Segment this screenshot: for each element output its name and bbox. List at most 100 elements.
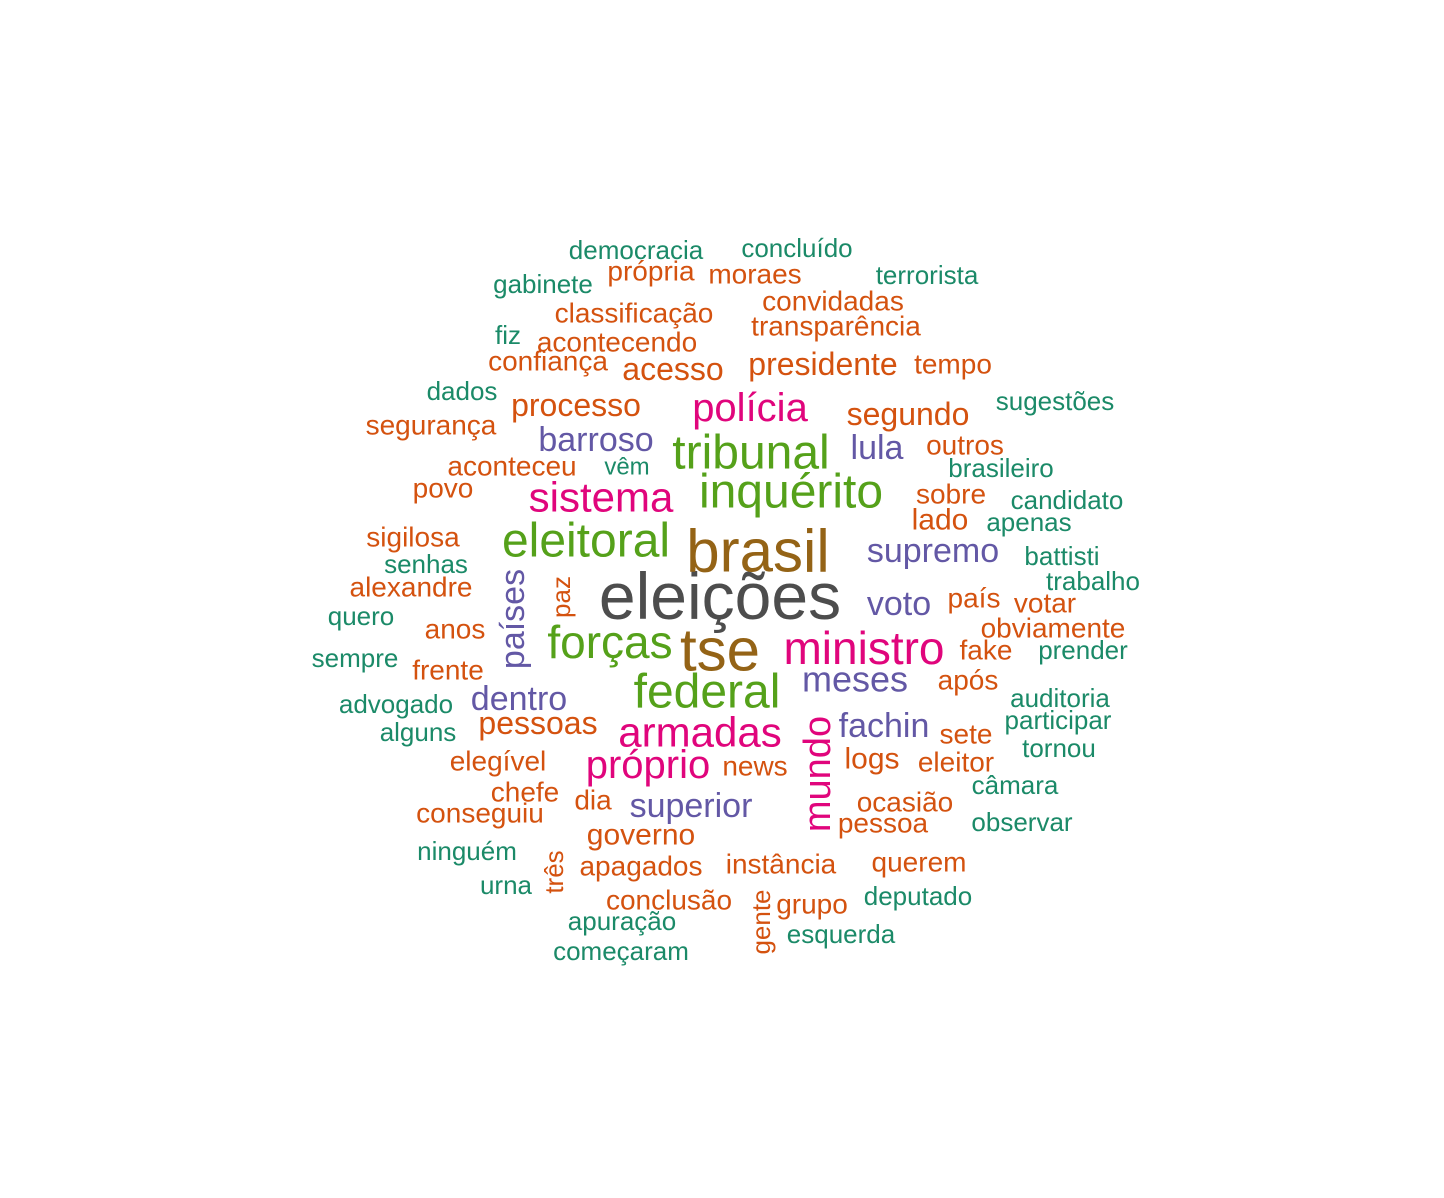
word-33: ocasião — [857, 787, 954, 818]
word-72: terrorista — [876, 260, 979, 290]
word-0: eleições — [599, 559, 841, 633]
word-90: tornou — [1022, 733, 1096, 763]
word-75: dados — [427, 376, 498, 406]
word-77: brasileiro — [948, 453, 1054, 483]
word-85: prender — [1038, 635, 1128, 665]
word-15: supremo — [867, 532, 999, 570]
word-48: segurança — [366, 410, 497, 441]
word-5: tribunal — [672, 427, 829, 480]
word-16: superior — [630, 787, 753, 825]
word-46: moraes — [708, 259, 801, 290]
word-73: gabinete — [493, 269, 593, 299]
word-99: vêm — [604, 454, 649, 481]
word-29: transparência — [751, 311, 921, 342]
word-31: instância — [726, 849, 837, 880]
word-86: advogado — [339, 689, 453, 719]
word-64: sete — [940, 719, 993, 750]
word-49: alexandre — [350, 572, 473, 603]
word-32: elegível — [450, 746, 547, 777]
word-87: alguns — [380, 717, 457, 747]
word-59: anos — [425, 614, 486, 645]
word-39: conclusão — [606, 885, 732, 916]
word-10: sistema — [529, 474, 674, 521]
word-43: acontecendo — [537, 327, 697, 358]
word-44: convidadas — [762, 286, 904, 317]
word-53: pessoa — [838, 808, 929, 839]
word-14: meses — [802, 659, 908, 700]
word-55: tempo — [914, 349, 992, 380]
word-34: logs — [844, 743, 899, 776]
word-9: armadas — [618, 709, 781, 756]
word-82: senhas — [384, 549, 468, 579]
word-22: lula — [851, 429, 904, 467]
word-71: concluído — [741, 233, 852, 263]
word-27: acesso — [622, 351, 723, 387]
word-24: pessoas — [478, 705, 597, 741]
word-38: apagados — [579, 851, 702, 882]
word-25: processo — [511, 387, 641, 423]
word-81: trabalho — [1046, 566, 1140, 596]
word-83: quero — [328, 601, 395, 631]
word-68: três — [539, 850, 569, 893]
word-57: chefe — [491, 777, 560, 808]
word-20: dentro — [471, 680, 567, 718]
word-52: eleitor — [918, 747, 994, 778]
word-37: outros — [926, 430, 1004, 461]
word-95: deputado — [864, 881, 972, 911]
word-84: sempre — [312, 643, 399, 673]
word-12: polícia — [692, 386, 808, 430]
word-2: tse — [680, 617, 760, 684]
word-3: federal — [634, 666, 781, 719]
word-18: barroso — [538, 421, 653, 459]
word-70: democracia — [569, 235, 704, 265]
word-8: ministro — [783, 622, 944, 674]
word-60: povo — [413, 473, 474, 504]
word-98: começaram — [553, 936, 689, 966]
word-79: apenas — [986, 507, 1071, 537]
word-6: eleitoral — [502, 515, 670, 568]
word-1: brasil — [686, 518, 829, 585]
word-40: sobre — [916, 479, 986, 510]
word-89: participar — [1005, 705, 1112, 735]
word-28: governo — [587, 819, 695, 852]
word-19: fachin — [839, 707, 930, 745]
word-11: próprio — [586, 743, 711, 787]
word-21: países — [494, 569, 532, 669]
word-94: urna — [480, 870, 533, 900]
word-23: presidente — [748, 346, 897, 382]
word-61: votar — [1014, 588, 1076, 619]
word-50: sigilosa — [366, 522, 460, 553]
word-26: segundo — [847, 396, 970, 432]
word-13: mundo — [797, 716, 839, 832]
word-76: sugestões — [996, 386, 1115, 416]
word-63: após — [938, 665, 999, 696]
word-35: confiança — [488, 346, 608, 377]
word-88: auditoria — [1010, 683, 1110, 713]
word-47: própria — [607, 256, 695, 287]
word-17: voto — [867, 585, 931, 623]
word-74: fiz — [495, 320, 521, 350]
word-51: conseguiu — [416, 798, 544, 829]
word-67: paz — [546, 576, 576, 618]
word-4: inquérito — [699, 466, 883, 519]
word-78: candidato — [1011, 485, 1124, 515]
word-36: país — [948, 583, 1001, 614]
word-65: dia — [574, 785, 612, 816]
word-97: esquerda — [787, 919, 896, 949]
word-41: lado — [912, 504, 969, 537]
word-93: ninguém — [417, 836, 517, 866]
word-92: observar — [971, 807, 1072, 837]
word-80: battisti — [1024, 541, 1099, 571]
word-66: grupo — [776, 889, 848, 920]
word-69: gente — [746, 889, 776, 954]
word-58: frente — [412, 655, 484, 686]
word-91: câmara — [972, 770, 1059, 800]
word-62: fake — [960, 635, 1013, 666]
word-54: querem — [872, 847, 967, 878]
word-56: news — [722, 751, 787, 782]
word-42: aconteceu — [447, 451, 576, 482]
word-30: classificação — [555, 298, 714, 329]
word-7: forças — [547, 616, 672, 668]
